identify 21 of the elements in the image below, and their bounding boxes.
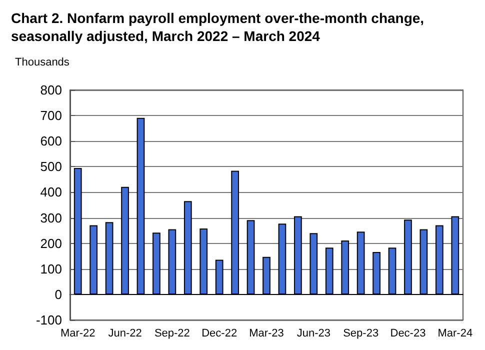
x-tick-label: Jun-23: [296, 328, 330, 340]
y-tick-label: 800: [40, 82, 62, 98]
x-tick-label: Dec-23: [390, 328, 426, 340]
x-tick-label: Dec-22: [202, 328, 238, 340]
y-tick-label: 200: [40, 236, 62, 251]
x-tick-label: Mar-22: [60, 328, 96, 340]
y-tick-label: 500: [40, 159, 62, 174]
chart-title: Chart 2. Nonfarm payroll employment over-the-month change, seasonally adjusted, March 2022 – March 2024: [11, 10, 424, 44]
y-tick-label: 700: [40, 108, 62, 124]
x-tick-label: Jun-22: [108, 328, 142, 340]
y-tick-label: 400: [40, 184, 62, 200]
y-tick-label: 300: [40, 210, 62, 226]
y-tick-label: 600: [40, 134, 62, 149]
x-tick-label: Sep-22: [154, 328, 190, 340]
y-tick-label: 0: [54, 286, 62, 302]
y-tick-label: 100: [40, 261, 62, 276]
y-tick-label: -100: [36, 312, 62, 328]
x-tick-label: Sep-23: [343, 328, 379, 340]
x-tick-label: Mar-23: [249, 328, 284, 340]
y-axis-title: Thousands: [15, 56, 70, 68]
x-tick-label: Mar-24: [438, 328, 473, 340]
